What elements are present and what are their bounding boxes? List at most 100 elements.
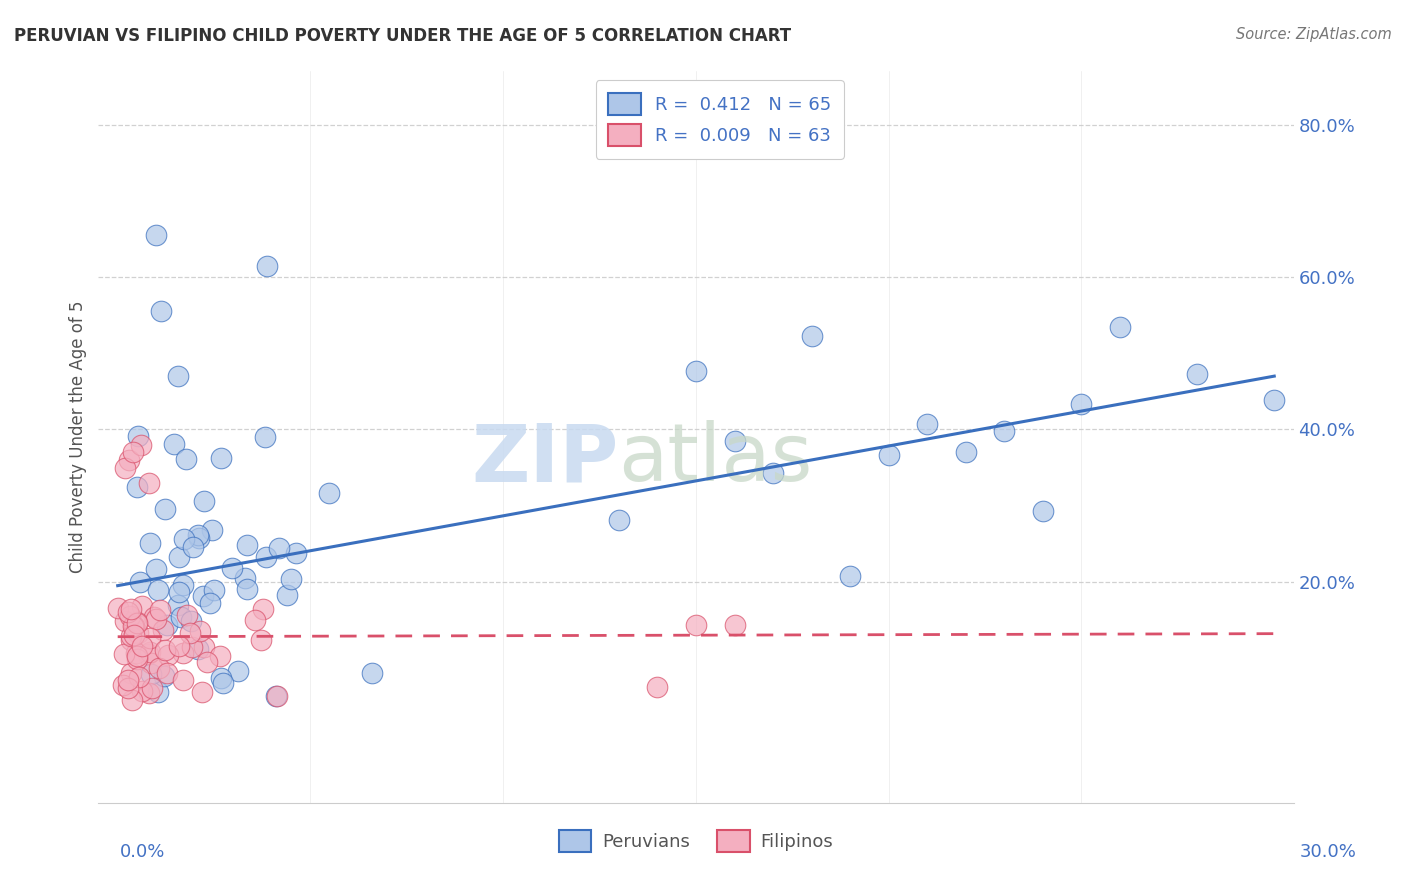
Point [195, 655, 218, 669]
Legend: Peruvians, Filipinos: Peruvians, Filipinos [551, 823, 841, 860]
Point [235, 582, 257, 597]
Point [127, 626, 149, 640]
Point [128, 670, 150, 684]
Point [131, 599, 153, 613]
Point [172, 578, 194, 592]
Point [212, 676, 235, 690]
Point [120, 629, 142, 643]
Point [256, 259, 278, 273]
Point [179, 626, 201, 640]
Point [169, 610, 191, 624]
Point [114, 614, 136, 628]
Point [172, 673, 194, 688]
Point [117, 605, 139, 619]
Point [318, 486, 340, 500]
Point [117, 681, 139, 696]
Point [193, 640, 215, 654]
Point [193, 590, 215, 604]
Point [117, 673, 139, 688]
Point [120, 665, 142, 680]
Text: 30.0%: 30.0% [1301, 843, 1357, 861]
Point [122, 445, 145, 459]
Point [163, 437, 186, 451]
Point [153, 502, 176, 516]
Point [118, 608, 141, 623]
Point [209, 671, 232, 685]
Point [266, 689, 288, 703]
Point [156, 648, 179, 662]
Point [167, 598, 190, 612]
Point [993, 425, 1015, 439]
Point [112, 647, 135, 661]
Point [1185, 367, 1208, 381]
Point [762, 466, 785, 480]
Point [148, 582, 170, 597]
Point [1032, 504, 1054, 518]
Point [143, 610, 166, 624]
Point [152, 623, 174, 637]
Point [149, 603, 172, 617]
Point [685, 618, 707, 632]
Point [193, 493, 215, 508]
Point [201, 523, 224, 537]
Point [118, 453, 141, 467]
Point [198, 596, 221, 610]
Point [236, 538, 259, 552]
Point [1263, 392, 1285, 407]
Point [122, 619, 145, 633]
Point [647, 681, 669, 695]
Y-axis label: Child Poverty Under the Age of 5: Child Poverty Under the Age of 5 [69, 301, 87, 574]
Point [226, 664, 249, 678]
Point [191, 685, 214, 699]
Point [360, 666, 382, 681]
Point [167, 549, 190, 564]
Point [167, 584, 190, 599]
Point [145, 228, 167, 243]
Point [128, 574, 150, 589]
Point [187, 528, 209, 542]
Point [139, 656, 162, 670]
Point [156, 617, 179, 632]
Point [145, 612, 167, 626]
Point [253, 430, 276, 444]
Point [285, 546, 308, 560]
Point [114, 460, 136, 475]
Point [121, 693, 143, 707]
Point [139, 632, 162, 646]
Point [723, 618, 745, 632]
Point [173, 532, 195, 546]
Point [139, 645, 162, 659]
Point [138, 686, 160, 700]
Point [156, 666, 179, 681]
Point [254, 549, 277, 564]
Point [149, 304, 172, 318]
Point [276, 589, 298, 603]
Point [723, 434, 745, 449]
Point [202, 582, 225, 597]
Point [139, 666, 162, 681]
Point [127, 480, 149, 494]
Point [607, 513, 630, 527]
Point [685, 364, 707, 378]
Point [221, 561, 243, 575]
Point [266, 689, 288, 703]
Point [131, 639, 153, 653]
Text: atlas: atlas [619, 420, 813, 498]
Point [280, 573, 302, 587]
Text: ZIP: ZIP [471, 420, 619, 498]
Text: Source: ZipAtlas.com: Source: ZipAtlas.com [1236, 27, 1392, 42]
Point [250, 632, 273, 647]
Point [877, 448, 900, 462]
Point [181, 540, 204, 554]
Point [125, 646, 148, 660]
Point [180, 640, 202, 655]
Point [800, 329, 823, 343]
Point [243, 613, 266, 627]
Point [145, 562, 167, 576]
Point [122, 619, 145, 633]
Point [209, 450, 232, 465]
Point [141, 681, 163, 695]
Point [917, 417, 939, 431]
Point [127, 648, 149, 663]
Point [122, 628, 145, 642]
